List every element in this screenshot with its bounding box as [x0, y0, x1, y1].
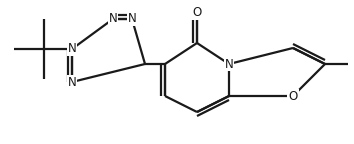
Text: O: O	[192, 6, 202, 19]
Text: N: N	[128, 13, 136, 25]
Text: N: N	[68, 42, 76, 55]
Text: N: N	[225, 57, 233, 71]
Text: O: O	[289, 90, 298, 103]
Text: N: N	[109, 13, 118, 25]
Text: N: N	[68, 75, 76, 89]
